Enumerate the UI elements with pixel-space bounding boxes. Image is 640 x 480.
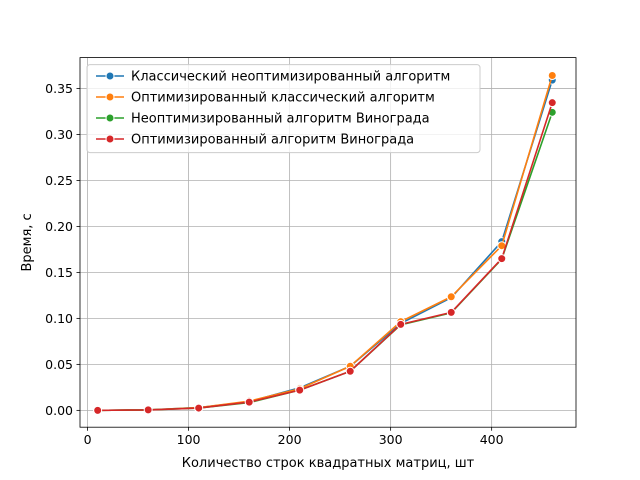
legend-swatch-marker [105,71,115,81]
series-4-point [345,366,355,376]
legend-swatch-marker [105,92,115,102]
legend-swatch-marker [105,113,115,123]
legend-frame [86,64,481,154]
x-tick-label: 400 [480,432,504,447]
plot-series [93,71,557,415]
y-tick-label: 0.10 [45,311,73,326]
series-4-point [497,254,507,264]
series-2-point [547,71,557,81]
y-tick-label: 0.30 [45,127,73,142]
y-tick-label: 0.25 [45,173,73,188]
series-4-point [143,405,153,415]
series-4-point [93,405,103,415]
legend-swatch-marker [105,134,115,144]
y-tick-label: 0.15 [45,265,73,280]
y-tick-label: 0.05 [45,357,73,372]
y-tick-label: 0.35 [45,81,73,96]
legend: Классический неоптимизированный алгоритм… [86,64,481,154]
x-axis-label: Количество строк квадратных матриц, шт [182,456,475,471]
plot-area-frame [79,57,577,428]
x-axis-ticks: 0 100 200 300 400 [84,427,504,447]
legend-entry-label: Оптимизированный алгоритм Винограда [131,133,414,148]
series-4-point [194,403,204,413]
x-tick-label: 100 [177,432,201,447]
series-4-point [244,397,254,407]
series-4-point [446,307,456,317]
y-axis-ticks: 0.00 0.05 0.10 0.15 0.20 0.25 0.30 0.35 [45,81,80,418]
legend-entry-label: Неоптимизированный алгоритм Винограда [131,112,430,127]
y-tick-label: 0.20 [45,219,73,234]
x-tick-label: 200 [278,432,302,447]
series-4-point [547,98,557,108]
y-axis-label: Время, с [20,213,35,271]
series-line-4 [97,102,554,412]
series-2-point [446,292,456,302]
legend-entry-label: Оптимизированный классический алгоритм [131,91,435,106]
legend-entry-label: Классический неоптимизированный алгоритм [131,70,450,85]
series-4-point [396,319,406,329]
y-tick-label: 0.00 [45,403,73,418]
x-tick-label: 300 [379,432,403,447]
x-tick-label: 0 [84,432,92,447]
series-4-point [295,385,305,395]
